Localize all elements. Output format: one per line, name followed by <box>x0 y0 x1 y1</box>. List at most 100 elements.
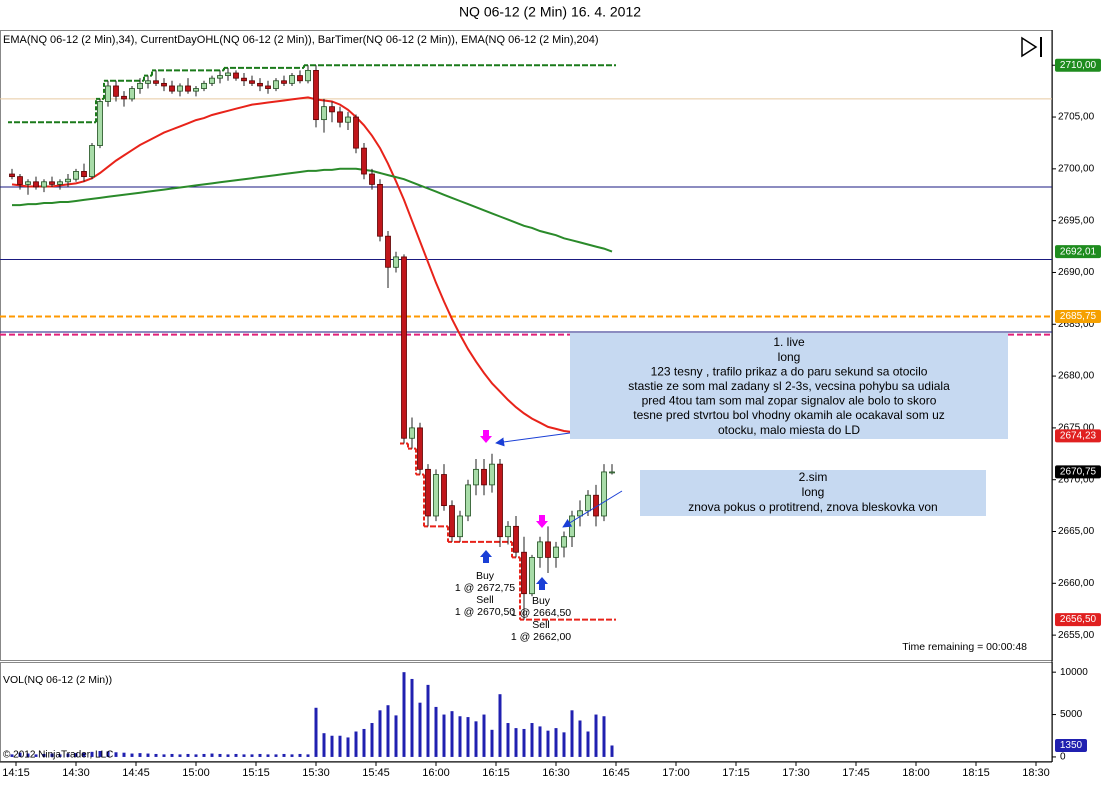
execution-label: Buy <box>532 595 551 607</box>
candle-body <box>369 173 375 185</box>
candle-body <box>161 82 167 87</box>
candle-body <box>177 85 183 92</box>
candle-body <box>241 77 247 82</box>
candle-body <box>361 147 367 175</box>
candle-body <box>193 88 199 92</box>
volume-bar <box>58 754 62 757</box>
candle-body <box>145 80 151 84</box>
volume-bar <box>410 678 414 757</box>
volume-bar <box>266 754 270 757</box>
volume-bar <box>386 705 390 757</box>
volume-bar <box>186 753 190 757</box>
note-arrow <box>495 432 571 447</box>
note-text: tesne pred stvrtou bol vhodny okamih ale… <box>633 408 945 422</box>
candle-body <box>129 88 135 100</box>
y-tick-label: 2665,00 <box>1058 526 1095 537</box>
candle-body <box>385 235 391 268</box>
volume-bar <box>594 714 598 757</box>
candle-body <box>401 256 407 439</box>
candle-body <box>393 256 399 268</box>
volume-bar <box>218 753 222 757</box>
price-marker-label: 2710,00 <box>1060 60 1097 71</box>
volume-bar <box>242 754 246 757</box>
candle-body <box>201 82 207 89</box>
execution-label: Sell <box>532 619 550 631</box>
note-text: znova pokus o protitrend, znova bleskovk… <box>688 500 937 514</box>
price-marker-label: 2670,75 <box>1060 467 1097 478</box>
note-text: pred 4tou tam som mal zopar signalov ale… <box>642 394 937 408</box>
x-tick-label: 17:30 <box>782 767 810 779</box>
volume-bar <box>346 737 350 757</box>
x-tick-label: 16:00 <box>422 767 450 779</box>
candle-body <box>585 494 591 512</box>
candle-body <box>257 82 263 87</box>
candle-body <box>561 536 567 548</box>
volume-bar <box>114 752 118 757</box>
execution-label: 1 @ 2672,75 <box>455 582 515 594</box>
volume-bar <box>458 716 462 757</box>
candle-body <box>297 75 303 82</box>
note-text: otocku, malo miesta do LD <box>718 423 860 437</box>
candle-body <box>425 468 431 517</box>
volume-bar <box>442 714 446 757</box>
candle-body <box>281 80 287 84</box>
x-tick-label: 18:00 <box>902 767 930 779</box>
y-tick-label: 2695,00 <box>1058 215 1095 226</box>
y-tick-label: 2690,00 <box>1058 267 1095 278</box>
y-tick-label: 2680,00 <box>1058 371 1095 382</box>
x-tick-label: 17:00 <box>662 767 690 779</box>
volume-bar <box>602 716 606 757</box>
volume-bar <box>562 732 566 757</box>
candle-body <box>265 85 271 89</box>
candle-body <box>305 70 311 82</box>
volume-bar <box>290 754 294 757</box>
volume-bar <box>330 735 334 757</box>
note-box <box>640 470 986 516</box>
candle-body <box>217 75 223 79</box>
y-tick-label: 5000 <box>1060 709 1083 720</box>
y-tick-label: 2685,00 <box>1058 319 1095 330</box>
x-tick-label: 15:30 <box>302 767 330 779</box>
note-box <box>570 333 1008 439</box>
volume-bar <box>482 714 486 757</box>
volume-bar <box>130 753 134 757</box>
volume-panel <box>0 662 1053 762</box>
volume-bar <box>474 721 478 757</box>
candle-body <box>505 525 511 538</box>
candle-body <box>185 85 191 92</box>
candle-body <box>65 178 71 183</box>
candle-body <box>321 106 327 121</box>
note-arrow <box>562 490 623 528</box>
volume-bar <box>394 715 398 757</box>
volume-bar <box>546 730 550 757</box>
candle-body <box>481 468 487 486</box>
candle-body <box>249 80 255 84</box>
candle-body <box>433 474 439 517</box>
volume-bar <box>10 754 14 757</box>
price-marker <box>1055 429 1101 443</box>
candle-body <box>49 181 55 185</box>
x-tick-label: 18:15 <box>962 767 990 779</box>
x-tick-label: 15:45 <box>362 767 390 779</box>
price-marker <box>1055 310 1101 324</box>
price-marker <box>1055 465 1101 479</box>
execution-label: Sell <box>476 594 494 606</box>
candle-body <box>577 510 583 517</box>
price-marker <box>1055 58 1101 72</box>
y-tick-label: 2675,00 <box>1058 423 1095 434</box>
volume-bar <box>258 753 262 757</box>
volume-bar <box>506 723 510 757</box>
note-text: long <box>778 350 801 364</box>
volume-bar <box>522 728 526 757</box>
x-tick-label: 14:45 <box>122 767 150 779</box>
volume-bar <box>234 753 238 757</box>
volume-bar <box>66 753 70 757</box>
volume-bar <box>154 753 158 757</box>
volume-bar <box>530 723 534 757</box>
volume-bar <box>98 750 102 757</box>
volume-bar <box>146 753 150 757</box>
x-tick-label: 16:15 <box>482 767 510 779</box>
candle-body <box>225 72 231 76</box>
candle-body <box>33 181 39 188</box>
